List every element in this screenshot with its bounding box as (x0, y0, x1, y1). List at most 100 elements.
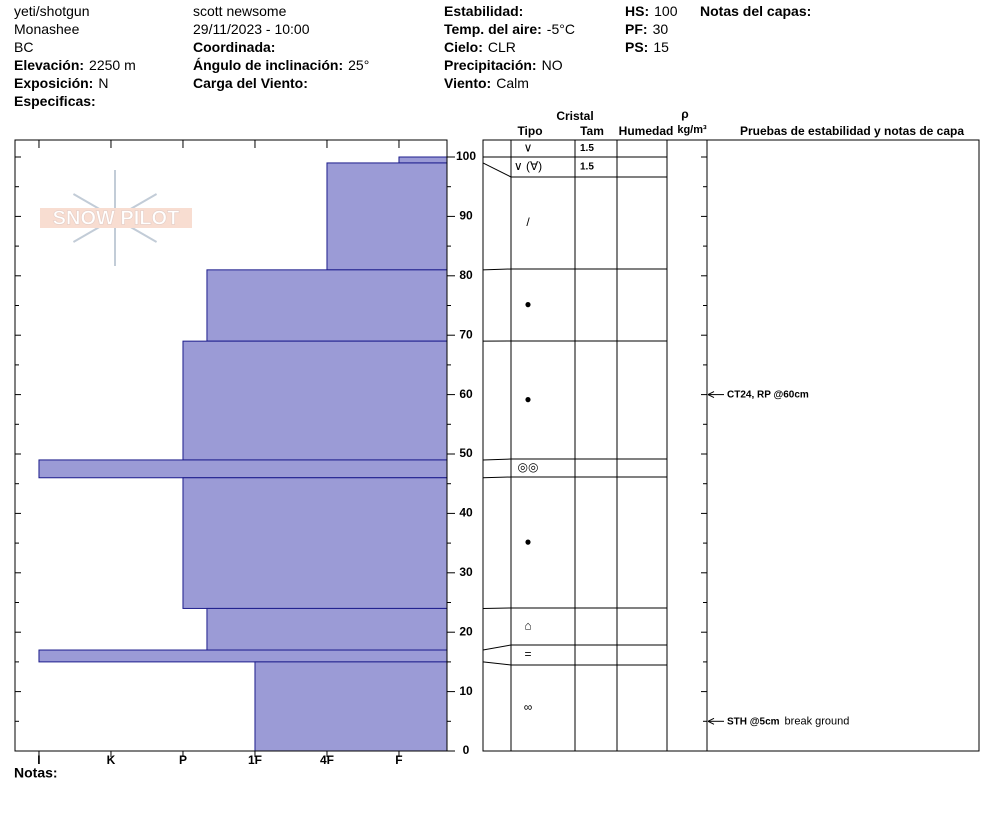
th-crystal: Cristal (556, 109, 593, 123)
grain-type: ∨ (524, 141, 533, 155)
field-label: Elevación: (14, 57, 84, 73)
y-tick-label: 60 (459, 387, 473, 401)
header-field: Estabilidad: (444, 3, 523, 19)
grain-type: ● (524, 297, 531, 311)
x-tick-label: F (395, 753, 402, 767)
field-value: 100 (654, 3, 678, 19)
grain-type: / (526, 215, 530, 229)
th-moisture: Humedad (619, 124, 674, 138)
logo-flake (72, 193, 116, 219)
logo-flake (114, 193, 158, 219)
field-label: Temp. del aire: (444, 21, 542, 37)
th-density: kg/m³ (677, 124, 707, 136)
field-text: yeti/shotgun (14, 3, 90, 19)
hardness-bar (38, 649, 448, 663)
grain-type: ∨ (∀) (514, 159, 542, 173)
header-field: Especificas: (14, 93, 96, 109)
notes-label: Notas: (14, 765, 58, 781)
header-field: Temp. del aire: -5°C (444, 21, 575, 37)
logo-flake (72, 217, 116, 243)
field-label: Cielo: (444, 39, 483, 55)
field-value: 30 (653, 21, 669, 37)
header-field: scott newsome (193, 3, 287, 19)
field-value: CLR (488, 39, 516, 55)
hardness-bar (398, 156, 448, 164)
logo-band (40, 208, 192, 228)
header-field: HS: 100 (625, 3, 678, 19)
layer-connector (482, 476, 512, 479)
header-field: Cielo: CLR (444, 39, 516, 55)
hardness-bar (254, 661, 448, 752)
x-tick-label: 4F (320, 753, 334, 767)
field-value: NO (542, 57, 563, 73)
header-field: Exposición: N (14, 75, 108, 91)
hardness-bar (206, 269, 448, 342)
field-label: PF: (625, 21, 648, 37)
grain-size: 1.5 (580, 162, 594, 173)
header-field: Ángulo de inclinación: 25° (193, 57, 369, 73)
test-label: STH @5cm (727, 716, 780, 727)
test-text: STH @5cm break ground (727, 715, 849, 727)
test-text: CT24, RP @60cm (727, 389, 809, 400)
grain-type: = (524, 647, 531, 661)
logo: SNOW PILOT (40, 170, 192, 266)
y-tick-label: 10 (459, 684, 473, 698)
x-tick-label: 1F (248, 753, 262, 767)
header-field: 29/11/2023 - 10:00 (193, 21, 310, 37)
y-tick-label: 30 (459, 565, 473, 579)
field-label: Exposición: (14, 75, 93, 91)
th-tests: Pruebas de estabilidad y notas de capa (740, 124, 964, 138)
y-tick-label: 0 (463, 743, 470, 757)
field-label: HS: (625, 3, 649, 19)
field-label: Viento: (444, 75, 491, 91)
header-field: BC (14, 39, 33, 55)
x-tick-label: I (37, 753, 40, 767)
field-value: Calm (496, 75, 529, 91)
y-tick-label: 20 (459, 624, 473, 638)
y-tick-label: 100 (456, 149, 476, 163)
header-field: PS: 15 (625, 39, 669, 55)
field-text: Monashee (14, 21, 80, 37)
field-text: 29/11/2023 - 10:00 (193, 21, 310, 37)
header-field: Elevación: 2250 m (14, 57, 136, 73)
header-field: Monashee (14, 21, 80, 37)
grain-type: ⌂ (524, 619, 531, 633)
field-label: Estabilidad: (444, 3, 523, 19)
layer-connector (482, 162, 512, 178)
th-size: Tam (580, 124, 604, 138)
header-field: Coordinada: (193, 39, 275, 55)
y-tick-label: 50 (459, 446, 473, 460)
x-tick-label: P (179, 753, 187, 767)
field-value: 15 (653, 39, 669, 55)
field-label: Ángulo de inclinación: (193, 57, 343, 73)
grain-type: ● (524, 535, 531, 549)
y-tick-label: 90 (459, 209, 473, 223)
header-field: Precipitación: NO (444, 57, 563, 73)
y-tick-label: 40 (459, 506, 473, 520)
hardness-bar (206, 607, 448, 651)
header-field: PF: 30 (625, 21, 668, 37)
layer-connector (482, 458, 512, 461)
hardness-bar (182, 340, 448, 461)
hardness-bar (182, 477, 448, 609)
logo-flake (114, 217, 158, 243)
test-arrowhead (707, 391, 715, 399)
header-field: yeti/shotgun (14, 3, 90, 19)
field-label: PS: (625, 39, 648, 55)
field-label: Especificas: (14, 93, 96, 109)
field-text: BC (14, 39, 33, 55)
test-arrowhead (707, 717, 715, 725)
logo-text: SNOW PILOT (53, 207, 180, 229)
grain-type: ∞ (524, 700, 533, 714)
hardness-bar (38, 459, 448, 479)
field-label: Coordinada: (193, 39, 275, 55)
y-tick-label: 80 (459, 268, 473, 282)
hardness-bar (326, 162, 448, 271)
table-frame (482, 139, 980, 752)
layer-connector (482, 644, 512, 651)
field-label: Precipitación: (444, 57, 537, 73)
header-field: Notas del capas: (700, 3, 811, 19)
x-tick-label: K (107, 753, 116, 767)
grain-type: ● (524, 392, 531, 406)
